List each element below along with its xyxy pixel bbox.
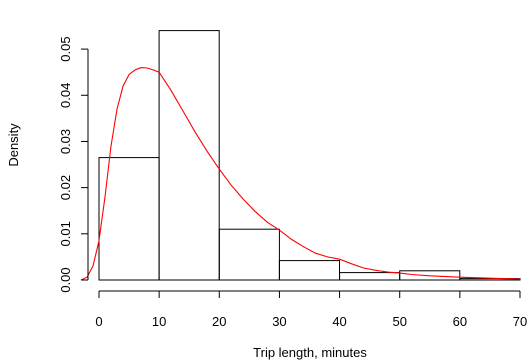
- x-tick-label-6: 60: [453, 314, 467, 329]
- y-axis-label: Density: [6, 123, 21, 167]
- x-axis: 0 10 20 30 40 50 60 70: [95, 290, 527, 329]
- x-tick-label-1: 10: [152, 314, 166, 329]
- y-tick-label-2: 0.02: [58, 175, 73, 200]
- x-axis-label: Trip length, minutes: [253, 345, 367, 360]
- y-tick-label-1: 0.01: [58, 221, 73, 246]
- y-axis: 0.00 0.01 0.02 0.03 0.04 0.05: [58, 36, 89, 293]
- x-tick-label-5: 50: [392, 314, 406, 329]
- y-tick-label-4: 0.04: [58, 83, 73, 108]
- histogram-bar-3: [278, 260, 340, 281]
- y-tick-label-5: 0.05: [58, 36, 73, 61]
- x-tick-label-2: 20: [212, 314, 226, 329]
- x-tick-label-0: 0: [95, 314, 102, 329]
- histogram-bar-5: [399, 270, 461, 281]
- density-curve: [80, 67, 521, 281]
- histogram-bar-4: [339, 272, 401, 281]
- density-curve-layer: [80, 67, 521, 281]
- x-tick-label-3: 30: [272, 314, 286, 329]
- histogram-bars: [98, 30, 521, 281]
- y-tick-label-3: 0.03: [58, 129, 73, 154]
- histogram-bar-1: [158, 30, 220, 281]
- y-tick-label-0: 0.00: [58, 267, 73, 292]
- x-tick-label-7: 70: [513, 314, 527, 329]
- x-tick-label-4: 40: [332, 314, 346, 329]
- histogram-bar-2: [218, 228, 280, 281]
